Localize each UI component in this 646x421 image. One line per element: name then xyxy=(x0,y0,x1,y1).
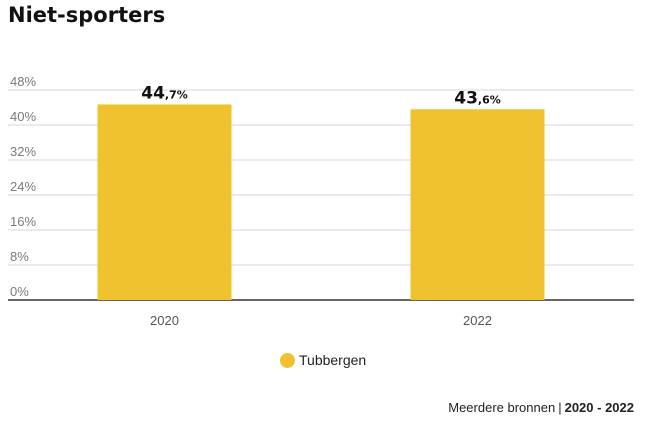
labels: 0% 8% 16% 24% 32% 40% 48% 44,7% 2020 43,6% 2022 xyxy=(10,74,501,328)
legend-swatch-icon xyxy=(280,352,295,368)
y-tick-label: 32% xyxy=(10,144,36,159)
legend-label: Tubbergen xyxy=(299,352,367,368)
y-tick-label: 24% xyxy=(10,179,36,194)
bars xyxy=(97,104,545,300)
source-label: Meerdere bronnen xyxy=(448,400,556,415)
source-note: Meerdere bronnen | 2020 - 2022 xyxy=(448,400,634,415)
bar-chart: 0% 8% 16% 24% 32% 40% 48% 44,7% 2020 43,6% 2022 xyxy=(8,74,634,328)
y-tick-label: 48% xyxy=(10,74,36,89)
y-tick-label: 40% xyxy=(10,109,36,124)
legend: Tubbergen xyxy=(280,352,366,368)
x-tick-label: 2020 xyxy=(150,313,179,328)
source-separator: | xyxy=(558,400,562,415)
chart-title: Niet-sporters xyxy=(8,3,166,27)
bar-value-label: 44,7% xyxy=(141,83,188,103)
y-tick-label: 16% xyxy=(10,214,36,229)
y-tick-label: 0% xyxy=(10,284,29,299)
bar-2020 xyxy=(97,104,232,300)
source-period: 2020 - 2022 xyxy=(564,400,634,415)
bar-value-label: 43,6% xyxy=(454,88,501,108)
x-tick-label: 2022 xyxy=(463,313,492,328)
y-tick-label: 8% xyxy=(10,249,29,264)
bar-2022 xyxy=(410,109,545,300)
